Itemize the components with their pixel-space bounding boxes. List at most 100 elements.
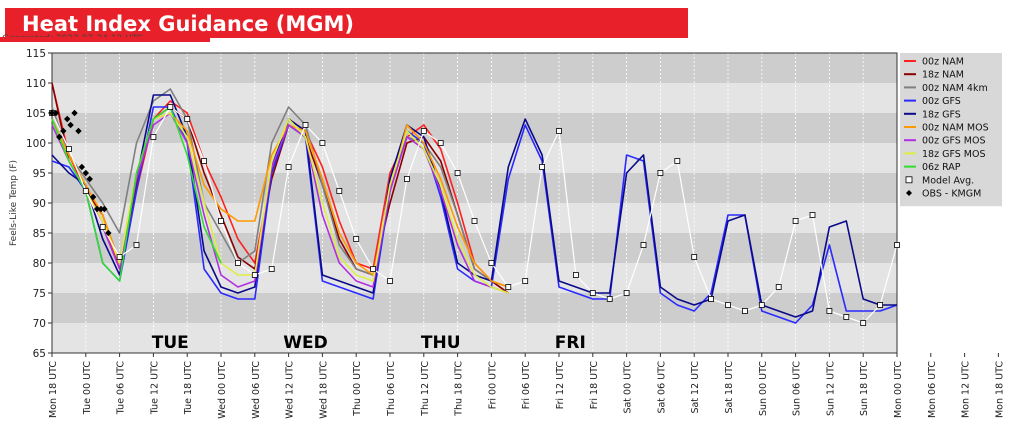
plot-band — [52, 173, 897, 203]
model-avg-point — [133, 242, 140, 248]
model-avg-point — [201, 158, 208, 164]
plot-band — [52, 83, 897, 113]
legend-label: 06z RAP — [922, 162, 961, 173]
model-avg-point — [268, 266, 275, 272]
x-tick-label: Wed 12 UTC — [285, 361, 296, 419]
model-avg-point — [285, 164, 292, 170]
model-avg-point — [640, 242, 647, 248]
obs-point — [52, 109, 60, 117]
y-tick-label: 95 — [33, 168, 46, 180]
obs-point — [67, 121, 74, 129]
plot-band — [52, 143, 897, 173]
model-avg-point — [167, 104, 174, 110]
model-avg-point — [82, 188, 89, 194]
obs-point — [86, 175, 93, 183]
y-tick-label: 70 — [33, 318, 46, 330]
obs-point — [89, 193, 97, 201]
x-tick-label: Wed 18 UTC — [318, 361, 329, 419]
model-avg-point — [775, 284, 782, 290]
model-avg-point — [522, 278, 529, 284]
obs-point — [56, 133, 63, 141]
x-tick-label: Tue 18 UTC — [183, 361, 194, 416]
subtitle-strip — [0, 37, 210, 42]
x-tick-label: Mon 12 UTC — [961, 361, 972, 418]
legend-label: 00z GFS — [922, 96, 961, 107]
x-tick-label: Fri 06 UTC — [521, 361, 532, 410]
y-tick-label: 80 — [33, 258, 46, 270]
model-avg-point — [302, 122, 309, 128]
legend-label: 18z GFS MOS — [922, 149, 986, 160]
chart-title: Heat Index Guidance (MGM) — [22, 12, 355, 36]
series-line — [51, 106, 222, 282]
model-avg-point — [420, 128, 427, 134]
x-tick-label: Fri 18 UTC — [589, 361, 600, 410]
model-avg-point — [725, 302, 731, 308]
x-tick-label: Sun 00 UTC — [758, 361, 769, 416]
y-axis: 65 70 75 80 85 90 95 100 105 110 115 — [26, 48, 52, 360]
x-tick-label: Mon 18 UTC — [994, 361, 1005, 418]
model-avg-point — [792, 218, 799, 224]
model-avg-point — [877, 302, 883, 308]
legend: 00z NAM 18z NAM 00z NAM 4km 00z GFS 18z GFS 0… — [900, 53, 1002, 207]
x-tick-label: Mon 00 UTC — [893, 361, 904, 418]
model-avg-point — [66, 146, 72, 152]
x-tick-label: Mon 18 UTC — [48, 361, 59, 418]
x-tick-label: Fri 12 UTC — [555, 361, 566, 410]
model-avg-point — [623, 290, 630, 296]
obs-point — [71, 109, 78, 117]
model-avg-point — [758, 302, 765, 308]
model-avg-point — [454, 170, 461, 176]
obs-markers — [48, 109, 112, 237]
day-label: TUE — [152, 333, 189, 353]
legend-label: Model Avg. — [922, 175, 974, 186]
obs-point — [48, 109, 56, 117]
series-lines — [51, 82, 898, 324]
model-avg-point — [184, 116, 191, 122]
x-tick-label: Tue 06 UTC — [116, 361, 127, 416]
x-tick-label: Wed 06 UTC — [251, 361, 262, 419]
x-tick-label: Sun 12 UTC — [825, 361, 836, 416]
model-avg-point — [353, 236, 360, 242]
x-tick-label: Sat 00 UTC — [623, 361, 634, 414]
model-avg-point — [894, 242, 900, 248]
model-avg-point — [809, 212, 816, 218]
day-label: WED — [283, 333, 327, 353]
day-label: FRI — [555, 333, 586, 353]
x-tick-label: Sat 12 UTC — [690, 361, 701, 414]
model-avg-point — [488, 260, 495, 266]
model-avg-point — [150, 134, 157, 140]
obs-point — [82, 169, 89, 177]
legend-label: 18z NAM — [922, 70, 964, 81]
model-avg-point — [539, 164, 545, 170]
model-avg-point — [218, 218, 224, 224]
model-avg-point — [657, 170, 664, 176]
x-tick-label: Thu 18 UTC — [454, 361, 465, 417]
model-avg-point — [606, 296, 613, 302]
obs-point — [97, 205, 105, 213]
x-tick-label: Sat 18 UTC — [724, 361, 735, 414]
model-avg-point — [691, 254, 698, 260]
x-tick-label: Thu 06 UTC — [386, 361, 397, 417]
x-tick-label: Sun 06 UTC — [792, 361, 803, 416]
legend-label: OBS - KMGM — [922, 189, 981, 200]
obs-point — [75, 127, 82, 135]
model-avg-point — [674, 158, 681, 164]
obs-point — [105, 229, 112, 237]
x-tick-label: Fri 00 UTC — [487, 361, 498, 410]
y-axis-label: Feels-Like Temp (F) — [9, 160, 19, 246]
x-tick-label: Tue 12 UTC — [149, 361, 160, 416]
plot-band — [52, 53, 897, 83]
model-avg-point — [708, 296, 714, 302]
y-tick-label: 90 — [33, 198, 46, 210]
model-avg-point — [319, 140, 326, 146]
legend-box — [900, 53, 1002, 207]
y-tick-label: 85 — [33, 228, 46, 240]
model-avg-point — [742, 308, 748, 314]
x-tick-label: Sat 06 UTC — [656, 361, 667, 414]
model-avg-point — [387, 278, 393, 284]
y-tick-label: 110 — [26, 78, 46, 90]
x-tick-label: Sun 18 UTC — [859, 361, 870, 416]
y-tick-label: 75 — [33, 288, 46, 300]
legend-label: 00z NAM — [922, 57, 964, 68]
